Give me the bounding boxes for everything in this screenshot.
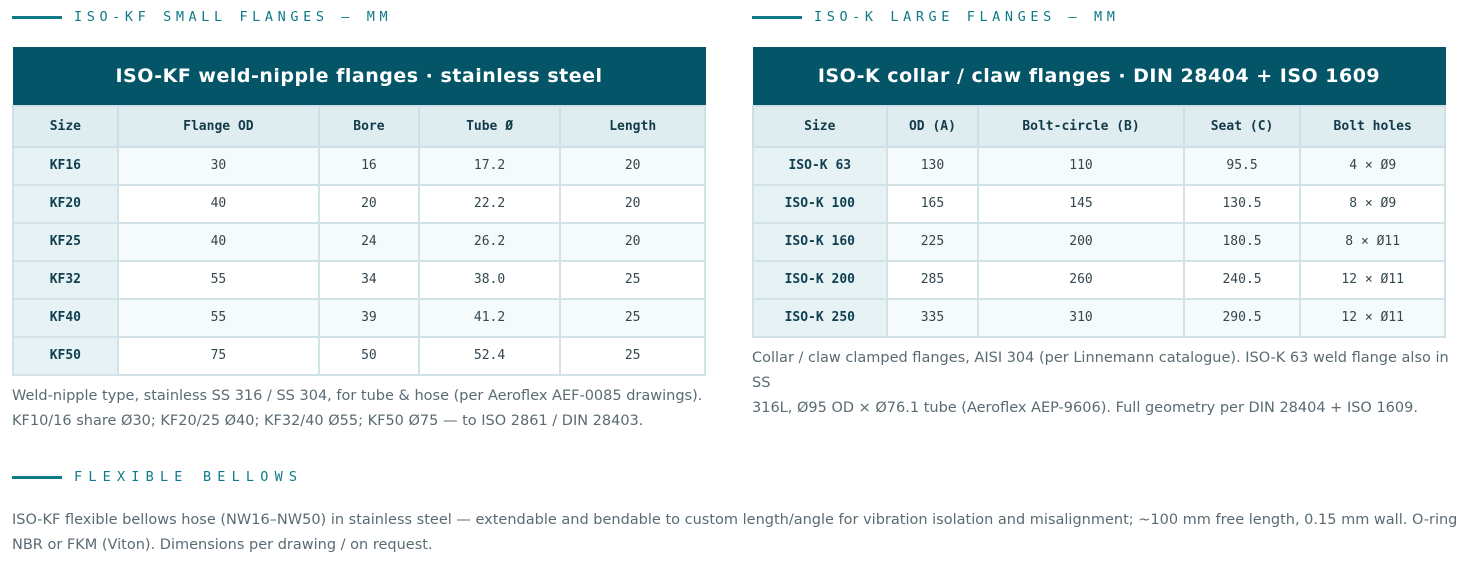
table-cell: 22.2: [417, 183, 562, 224]
table-cell: 20: [559, 183, 706, 224]
table-cell: 310: [977, 297, 1185, 338]
isok-size-cell: ISO-K 250: [752, 297, 888, 338]
kf-footnote: Weld-nipple type, stainless SS 316 / SS …: [12, 384, 732, 434]
table-cell: 41.2: [417, 297, 562, 338]
table-cell: 225: [885, 221, 980, 262]
kf-size-cell: KF50: [12, 335, 119, 376]
table-cell: 4 × Ø9: [1299, 145, 1446, 186]
kf-size-cell: KF32: [12, 259, 119, 300]
isok-heading-text: ISO-K LARGE FLANGES — MM: [814, 9, 1120, 25]
table-cell: 26.2: [417, 221, 562, 262]
table-cell: 130: [885, 145, 980, 186]
bellows-heading-text: FLEXIBLE BELLOWS: [74, 469, 304, 485]
table-cell: 200: [977, 221, 1185, 262]
kf-col-size: Size: [12, 104, 119, 148]
table-cell: 12 × Ø11: [1299, 259, 1446, 300]
table-cell: 260: [977, 259, 1185, 300]
table-cell: 39: [318, 297, 420, 338]
kf-col-length: Length: [559, 104, 706, 148]
kf-col-tube: Tube Ø: [417, 104, 562, 148]
table-cell: 38.0: [417, 259, 562, 300]
isok-col-size: Size: [752, 104, 888, 148]
isok-footnote-line: Collar / claw clamped flanges, AISI 304 …: [752, 350, 1449, 391]
isok-size-cell: ISO-K 100: [752, 183, 888, 224]
bellows-description: ISO-KF flexible bellows hose (NW16–NW50)…: [12, 508, 1457, 558]
table-cell: 240.5: [1182, 259, 1302, 300]
kf-col-flange-od: Flange OD: [116, 104, 321, 148]
table-row: KF25 40 24 26.2 20: [12, 221, 706, 262]
kf-flange-table: ISO-KF weld-nipple flanges · stainless s…: [12, 47, 706, 376]
heading-rule: [12, 15, 62, 19]
table-cell: 40: [116, 221, 321, 262]
table-row: KF50 75 50 52.4 25: [12, 335, 706, 376]
table-cell: 285: [885, 259, 980, 300]
kf-section-heading: ISO-KF SMALL FLANGES — MM: [12, 7, 392, 27]
table-cell: 55: [116, 259, 321, 300]
table-cell: 34: [318, 259, 420, 300]
table-row: KF40 55 39 41.2 25: [12, 297, 706, 338]
kf-col-bore: Bore: [318, 104, 420, 148]
table-cell: 25: [559, 259, 706, 300]
table-cell: 130.5: [1182, 183, 1302, 224]
table-cell: 145: [977, 183, 1185, 224]
table-row: ISO-K 200 285 260 240.5 12 × Ø11: [752, 259, 1446, 300]
table-cell: 290.5: [1182, 297, 1302, 338]
table-cell: 25: [559, 335, 706, 376]
table-row: KF20 40 20 22.2 20: [12, 183, 706, 224]
table-cell: 17.2: [417, 145, 562, 186]
kf-size-cell: KF25: [12, 221, 119, 262]
table-row: KF16 30 16 17.2 20: [12, 145, 706, 186]
kf-footnote-line: KF10/16 share Ø30; KF20/25 Ø40; KF32/40 …: [12, 413, 644, 429]
table-cell: 165: [885, 183, 980, 224]
table-cell: 24: [318, 221, 420, 262]
isok-col-seat: Seat (C): [1182, 104, 1302, 148]
table-cell: 20: [559, 145, 706, 186]
kf-footnote-line: Weld-nipple type, stainless SS 316 / SS …: [12, 388, 703, 404]
kf-table-title: ISO-KF weld-nipple flanges · stainless s…: [12, 47, 706, 106]
isok-size-cell: ISO-K 200: [752, 259, 888, 300]
table-cell: 50: [318, 335, 420, 376]
table-cell: 110: [977, 145, 1185, 186]
table-cell: 30: [116, 145, 321, 186]
isok-flange-table: ISO-K collar / claw flanges · DIN 28404 …: [752, 47, 1446, 338]
table-row: KF32 55 34 38.0 25: [12, 259, 706, 300]
kf-heading-text: ISO-KF SMALL FLANGES — MM: [74, 9, 393, 25]
isok-col-bolt-circle: Bolt-circle (B): [977, 104, 1185, 148]
bellows-description-line: NBR or FKM (Viton). Dimensions per drawi…: [12, 537, 433, 553]
table-row: ISO-K 63 130 110 95.5 4 × Ø9: [752, 145, 1446, 186]
table-row: ISO-K 100 165 145 130.5 8 × Ø9: [752, 183, 1446, 224]
kf-size-cell: KF16: [12, 145, 119, 186]
table-cell: 180.5: [1182, 221, 1302, 262]
table-cell: 52.4: [417, 335, 562, 376]
isok-col-bolt-holes: Bolt holes: [1299, 104, 1446, 148]
table-cell: 12 × Ø11: [1299, 297, 1446, 338]
table-cell: 20: [559, 221, 706, 262]
table-cell: 25: [559, 297, 706, 338]
table-cell: 8 × Ø11: [1299, 221, 1446, 262]
bellows-description-line: ISO-KF flexible bellows hose (NW16–NW50)…: [12, 512, 1457, 528]
table-cell: 95.5: [1182, 145, 1302, 186]
isok-section-heading: ISO-K LARGE FLANGES — MM: [752, 7, 1119, 27]
isok-size-cell: ISO-K 63: [752, 145, 888, 186]
isok-footnote: Collar / claw clamped flanges, AISI 304 …: [752, 346, 1452, 421]
table-row: ISO-K 160 225 200 180.5 8 × Ø11: [752, 221, 1446, 262]
table-cell: 16: [318, 145, 420, 186]
isok-table-title: ISO-K collar / claw flanges · DIN 28404 …: [752, 47, 1446, 106]
isok-col-od: OD (A): [885, 104, 980, 148]
heading-rule: [12, 475, 62, 479]
bellows-section-heading: FLEXIBLE BELLOWS: [12, 467, 303, 487]
heading-rule: [752, 15, 802, 19]
isok-size-cell: ISO-K 160: [752, 221, 888, 262]
kf-size-cell: KF20: [12, 183, 119, 224]
table-cell: 8 × Ø9: [1299, 183, 1446, 224]
table-cell: 55: [116, 297, 321, 338]
table-cell: 75: [116, 335, 321, 376]
kf-size-cell: KF40: [12, 297, 119, 338]
table-cell: 40: [116, 183, 321, 224]
isok-footnote-line: 316L, Ø95 OD × Ø76.1 tube (Aeroflex AEP-…: [752, 400, 1418, 416]
table-cell: 335: [885, 297, 980, 338]
table-cell: 20: [318, 183, 420, 224]
table-row: ISO-K 250 335 310 290.5 12 × Ø11: [752, 297, 1446, 338]
